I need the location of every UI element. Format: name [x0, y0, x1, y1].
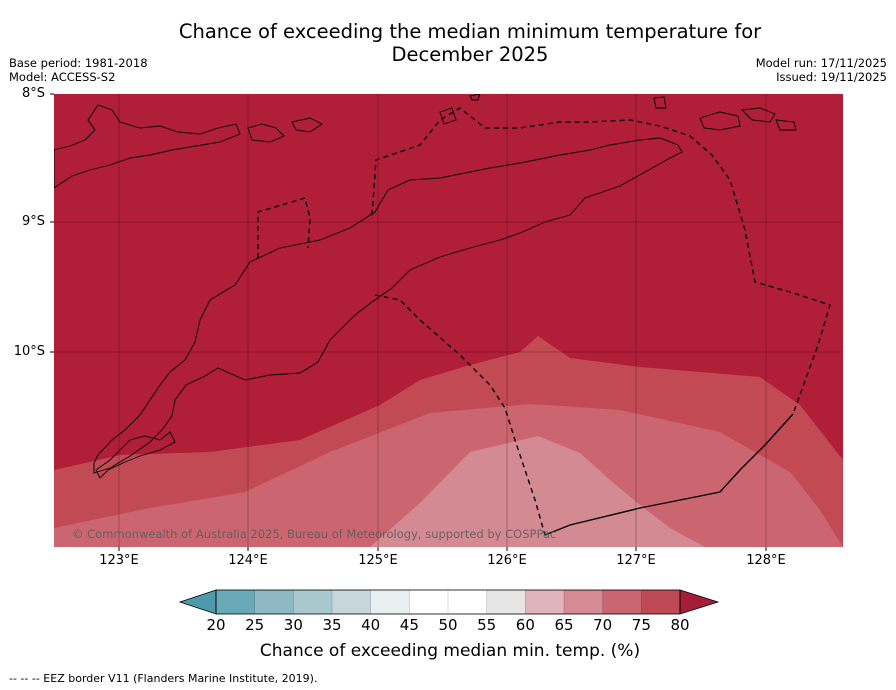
colorbar-tick-label: 70 [593, 616, 613, 634]
colorbar-tick-label: 20 [206, 616, 226, 634]
islet-3 [653, 96, 667, 109]
lat-label-9s: 9°S [21, 214, 45, 229]
colorbar-tick-label: 25 [245, 616, 265, 634]
title-line-2: December 2025 [391, 43, 549, 66]
colorbar-high-extend [680, 590, 718, 614]
eez-footnote: -- -- -- EEZ border V11 (Flanders Marine… [9, 672, 318, 685]
base-period: Base period: 1981-2018 [9, 56, 148, 70]
islet-2 [291, 117, 323, 133]
colorbar-tick-label: 55 [477, 616, 497, 634]
eez-north [371, 107, 831, 415]
lon-label-127e: 127°E [616, 553, 656, 568]
region-65pct [370, 436, 705, 547]
eez-south [374, 294, 546, 536]
model-name: Model: ACCESS-S2 [9, 70, 116, 84]
colorbar-low-extend [180, 590, 216, 614]
colorbar-segment [564, 590, 604, 614]
colorbar-segment [525, 590, 565, 614]
colorbar-segment [254, 590, 294, 614]
colorbar-segment [370, 590, 410, 614]
maritime-boundary [544, 413, 794, 536]
islet-1 [247, 123, 285, 143]
issued-date: Issued: 19/11/2025 [776, 70, 887, 84]
colorbar-segment [293, 590, 333, 614]
colorbar-segment [409, 590, 449, 614]
lon-label-125e: 125°E [358, 553, 398, 568]
timor-island [93, 137, 683, 474]
colorbar-tick-label: 35 [322, 616, 342, 634]
meta-left: Base period: 1981-2018 Model: ACCESS-S2 [9, 56, 148, 84]
colorbar-tick-label: 50 [438, 616, 458, 634]
islet-7 [439, 107, 457, 125]
colorbar-segment [602, 590, 642, 614]
meta-right: Model run: 17/11/2025 Issued: 19/11/2025 [756, 56, 887, 84]
coastlines [54, 94, 797, 479]
chart-title: Chance of exceeding the median minimum t… [150, 20, 790, 66]
colorbar-outline [178, 589, 720, 615]
lon-label-128e: 128°E [746, 553, 786, 568]
gridlines [54, 94, 843, 547]
copyright-notice: © Commonwealth of Australia 2025, Bureau… [72, 527, 557, 541]
colorbar-tick-label: 40 [361, 616, 381, 634]
colorbar-tick-label: 30 [283, 616, 303, 634]
colorbar-tick-label: 45 [399, 616, 419, 634]
colorbar-tick-label: 65 [554, 616, 574, 634]
colorbar-label: Chance of exceeding median min. temp. (%… [259, 641, 641, 661]
islet-4 [699, 111, 741, 131]
colorbar-segment [216, 590, 256, 614]
axis-ticks [50, 93, 767, 551]
colorbar-tick-label: 60 [515, 616, 535, 634]
lon-label-126e: 126°E [487, 553, 527, 568]
colorbar-tick-label: 80 [670, 616, 690, 634]
lon-label-123e: 123°E [99, 553, 139, 568]
lat-label-8s: 8°S [21, 86, 45, 101]
rote-island [95, 431, 176, 479]
islet-8 [469, 94, 481, 101]
lat-label-10s: 10°S [13, 344, 45, 359]
eez-borders [257, 107, 831, 536]
islet-6 [775, 119, 797, 131]
colorbar-tick-label: 75 [631, 616, 651, 634]
model-run: Model run: 17/11/2025 [755, 56, 887, 70]
lon-label-124e: 124°E [228, 553, 268, 568]
colorbar-segment [641, 590, 681, 614]
colorbar-segment [332, 590, 372, 614]
northern-islands [54, 104, 241, 189]
eez-enclave [257, 197, 311, 258]
title-line-1: Chance of exceeding the median minimum t… [178, 20, 762, 43]
colorbar-segment [448, 590, 488, 614]
islet-5 [741, 107, 776, 123]
colorbar-segment [486, 590, 526, 614]
